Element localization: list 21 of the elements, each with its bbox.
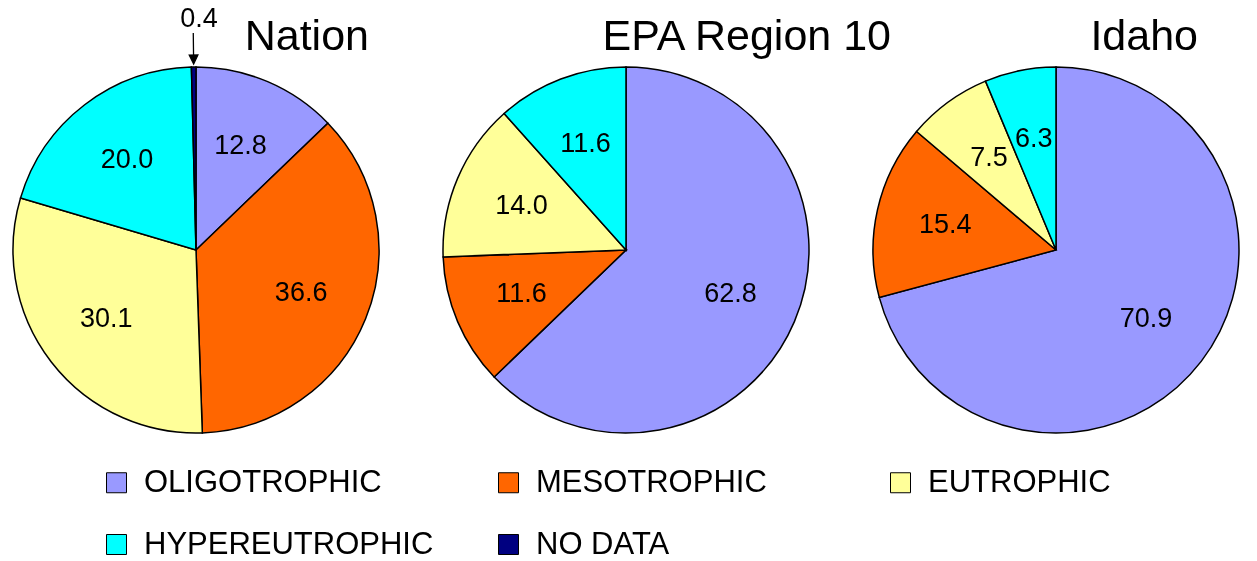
data-label: 12.8 (214, 129, 267, 160)
data-label: 36.6 (274, 276, 328, 307)
chart-title: Nation (244, 11, 369, 59)
data-label: 15.4 (919, 209, 972, 240)
legend-label: MESOTROPHIC (536, 463, 767, 499)
data-label: 20.0 (100, 143, 154, 174)
data-label: 70.9 (1119, 303, 1173, 334)
chart-title: Idaho (1090, 11, 1198, 59)
data-label: 7.5 (970, 142, 1008, 173)
legend-label: HYPEREUTROPHIC (144, 525, 434, 561)
data-label: 30.1 (80, 303, 133, 334)
data-label: 0.4 (180, 3, 218, 34)
legend-label: EUTROPHIC (928, 463, 1111, 499)
data-label: 14.0 (495, 189, 548, 220)
chart-title: EPA Region 10 (602, 11, 891, 59)
data-label: 6.3 (1014, 122, 1053, 153)
legend-label: OLIGOTROPHIC (144, 463, 382, 499)
data-label: 11.6 (560, 127, 611, 158)
data-label: 62.8 (704, 278, 757, 309)
data-label: 11.6 (496, 278, 547, 309)
legend-label: NO DATA (536, 525, 670, 561)
